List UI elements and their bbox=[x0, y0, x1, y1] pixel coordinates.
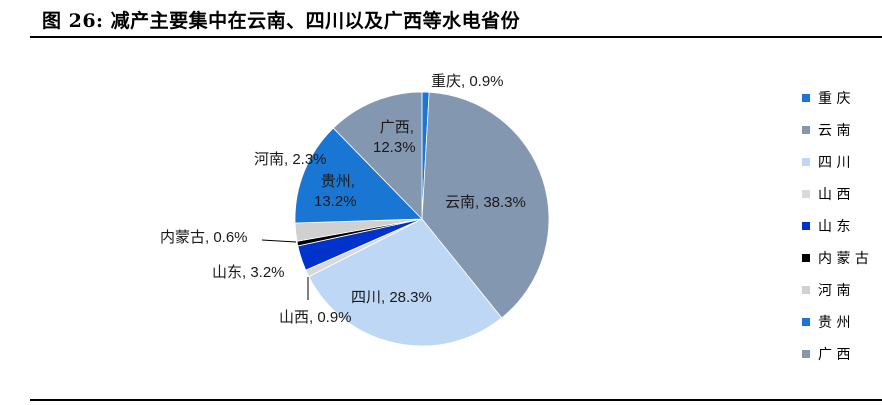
top-rule bbox=[30, 36, 882, 38]
legend-swatch-icon bbox=[802, 254, 810, 262]
legend-label: 广 西 bbox=[818, 347, 851, 363]
leader-line-neimenggu bbox=[261, 239, 297, 243]
label-henan: 河南, 2.3% bbox=[254, 151, 327, 168]
legend-label: 贵 州 bbox=[818, 315, 851, 331]
legend-label: 山 西 bbox=[818, 187, 851, 203]
legend-swatch-icon bbox=[802, 318, 810, 326]
pie-slice bbox=[294, 127, 423, 224]
label-guangxi: 广西, 12.3% bbox=[373, 118, 416, 158]
label-neimenggu: 内蒙古, 0.6% bbox=[160, 229, 248, 246]
label-guangxi-value: 12.3% bbox=[373, 139, 416, 156]
label-guizhou: 贵州, 13.2% bbox=[314, 172, 357, 212]
legend-label: 重 庆 bbox=[818, 91, 851, 107]
legend-item: 云 南 bbox=[802, 114, 869, 146]
legend-swatch-icon bbox=[802, 350, 810, 358]
chart-legend: 重 庆云 南四 川山 西山 东内 蒙 古河 南贵 州广 西 bbox=[802, 82, 869, 370]
label-guizhou-name: 贵州, bbox=[320, 173, 355, 190]
legend-item: 山 西 bbox=[802, 178, 869, 210]
label-yunnan: 云南, 38.3% bbox=[445, 194, 526, 211]
legend-swatch-icon bbox=[802, 158, 810, 166]
legend-swatch-icon bbox=[802, 126, 810, 134]
pie-slice bbox=[421, 91, 550, 319]
legend-item: 山 东 bbox=[802, 210, 869, 242]
legend-label: 山 东 bbox=[818, 219, 851, 235]
label-guangxi-name: 广西, bbox=[379, 119, 414, 136]
legend-item: 内 蒙 古 bbox=[802, 242, 869, 274]
legend-label: 四 川 bbox=[818, 155, 851, 171]
legend-label: 云 南 bbox=[818, 123, 851, 139]
legend-item: 贵 州 bbox=[802, 306, 869, 338]
label-shanxi: 山西, 0.9% bbox=[279, 309, 352, 326]
bottom-rule bbox=[30, 399, 882, 401]
pie-slice bbox=[308, 218, 503, 347]
figure-title: 图 26: 减产主要集中在云南、四川以及广西等水电省份 bbox=[42, 10, 521, 32]
legend-label: 内 蒙 古 bbox=[818, 251, 869, 267]
legend-label: 河 南 bbox=[818, 283, 851, 299]
legend-item: 河 南 bbox=[802, 274, 869, 306]
label-guizhou-value: 13.2% bbox=[314, 193, 357, 210]
legend-swatch-icon bbox=[802, 286, 810, 294]
legend-item: 重 庆 bbox=[802, 82, 869, 114]
pie-slices bbox=[294, 91, 550, 347]
legend-item: 广 西 bbox=[802, 338, 869, 370]
legend-item: 四 川 bbox=[802, 146, 869, 178]
label-chongqing: 重庆, 0.9% bbox=[431, 73, 504, 90]
legend-swatch-icon bbox=[802, 94, 810, 102]
label-shandong: 山东, 3.2% bbox=[212, 264, 285, 281]
pie-slice bbox=[332, 91, 423, 220]
legend-swatch-icon bbox=[802, 190, 810, 198]
legend-swatch-icon bbox=[802, 222, 810, 230]
label-sichuan: 四川, 28.3% bbox=[351, 289, 432, 306]
